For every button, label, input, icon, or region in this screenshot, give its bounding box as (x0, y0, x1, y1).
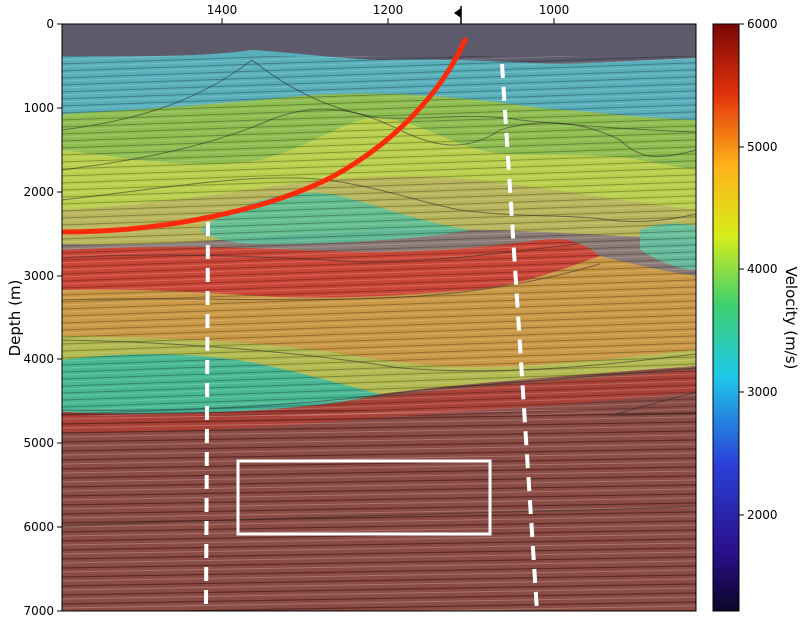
colorbar-tick-label: 2000 (747, 508, 778, 522)
colorbar: 6000 5000 4000 3000 2000 Velocity (m/s) (712, 17, 800, 612)
water-layer (62, 24, 696, 64)
horizon-lines (62, 59, 696, 527)
well-marker-icon (454, 6, 462, 24)
y-tick-label: 7000 (23, 604, 54, 618)
x-tick-label: 1000 (539, 3, 570, 17)
dashed-line-left (204, 221, 210, 611)
x-tick-label: 1400 (207, 3, 238, 17)
y-tick-label: 2000 (23, 185, 54, 199)
y-tick-label: 5000 (23, 436, 54, 450)
x-axis-top: 1400 1200 1000 (207, 3, 570, 24)
y-tick-label: 3000 (23, 269, 54, 283)
fault-curve (62, 37, 468, 235)
y-axis: 0 1000 2000 3000 4000 5000 6000 7000 Dep… (6, 17, 62, 618)
y-tick-label: 6000 (23, 520, 54, 534)
colorbar-tick-label: 4000 (747, 262, 778, 276)
target-box (236, 459, 492, 536)
y-tick-label: 4000 (23, 352, 54, 366)
plot-frame (61, 23, 697, 612)
colorbar-tick-label: 5000 (747, 140, 778, 154)
x-tick-label: 1200 (373, 3, 404, 17)
y-tick-label: 1000 (23, 101, 54, 115)
colorbar-tick-label: 6000 (747, 17, 778, 31)
y-axis-title: Depth (m) (6, 280, 24, 357)
colorbar-tick-label: 3000 (747, 385, 778, 399)
colorbar-title: Velocity (m/s) (782, 267, 800, 370)
seismic-image-panel (62, 24, 696, 611)
y-tick-label: 0 (46, 17, 54, 31)
colorbar-gradient (712, 23, 740, 612)
